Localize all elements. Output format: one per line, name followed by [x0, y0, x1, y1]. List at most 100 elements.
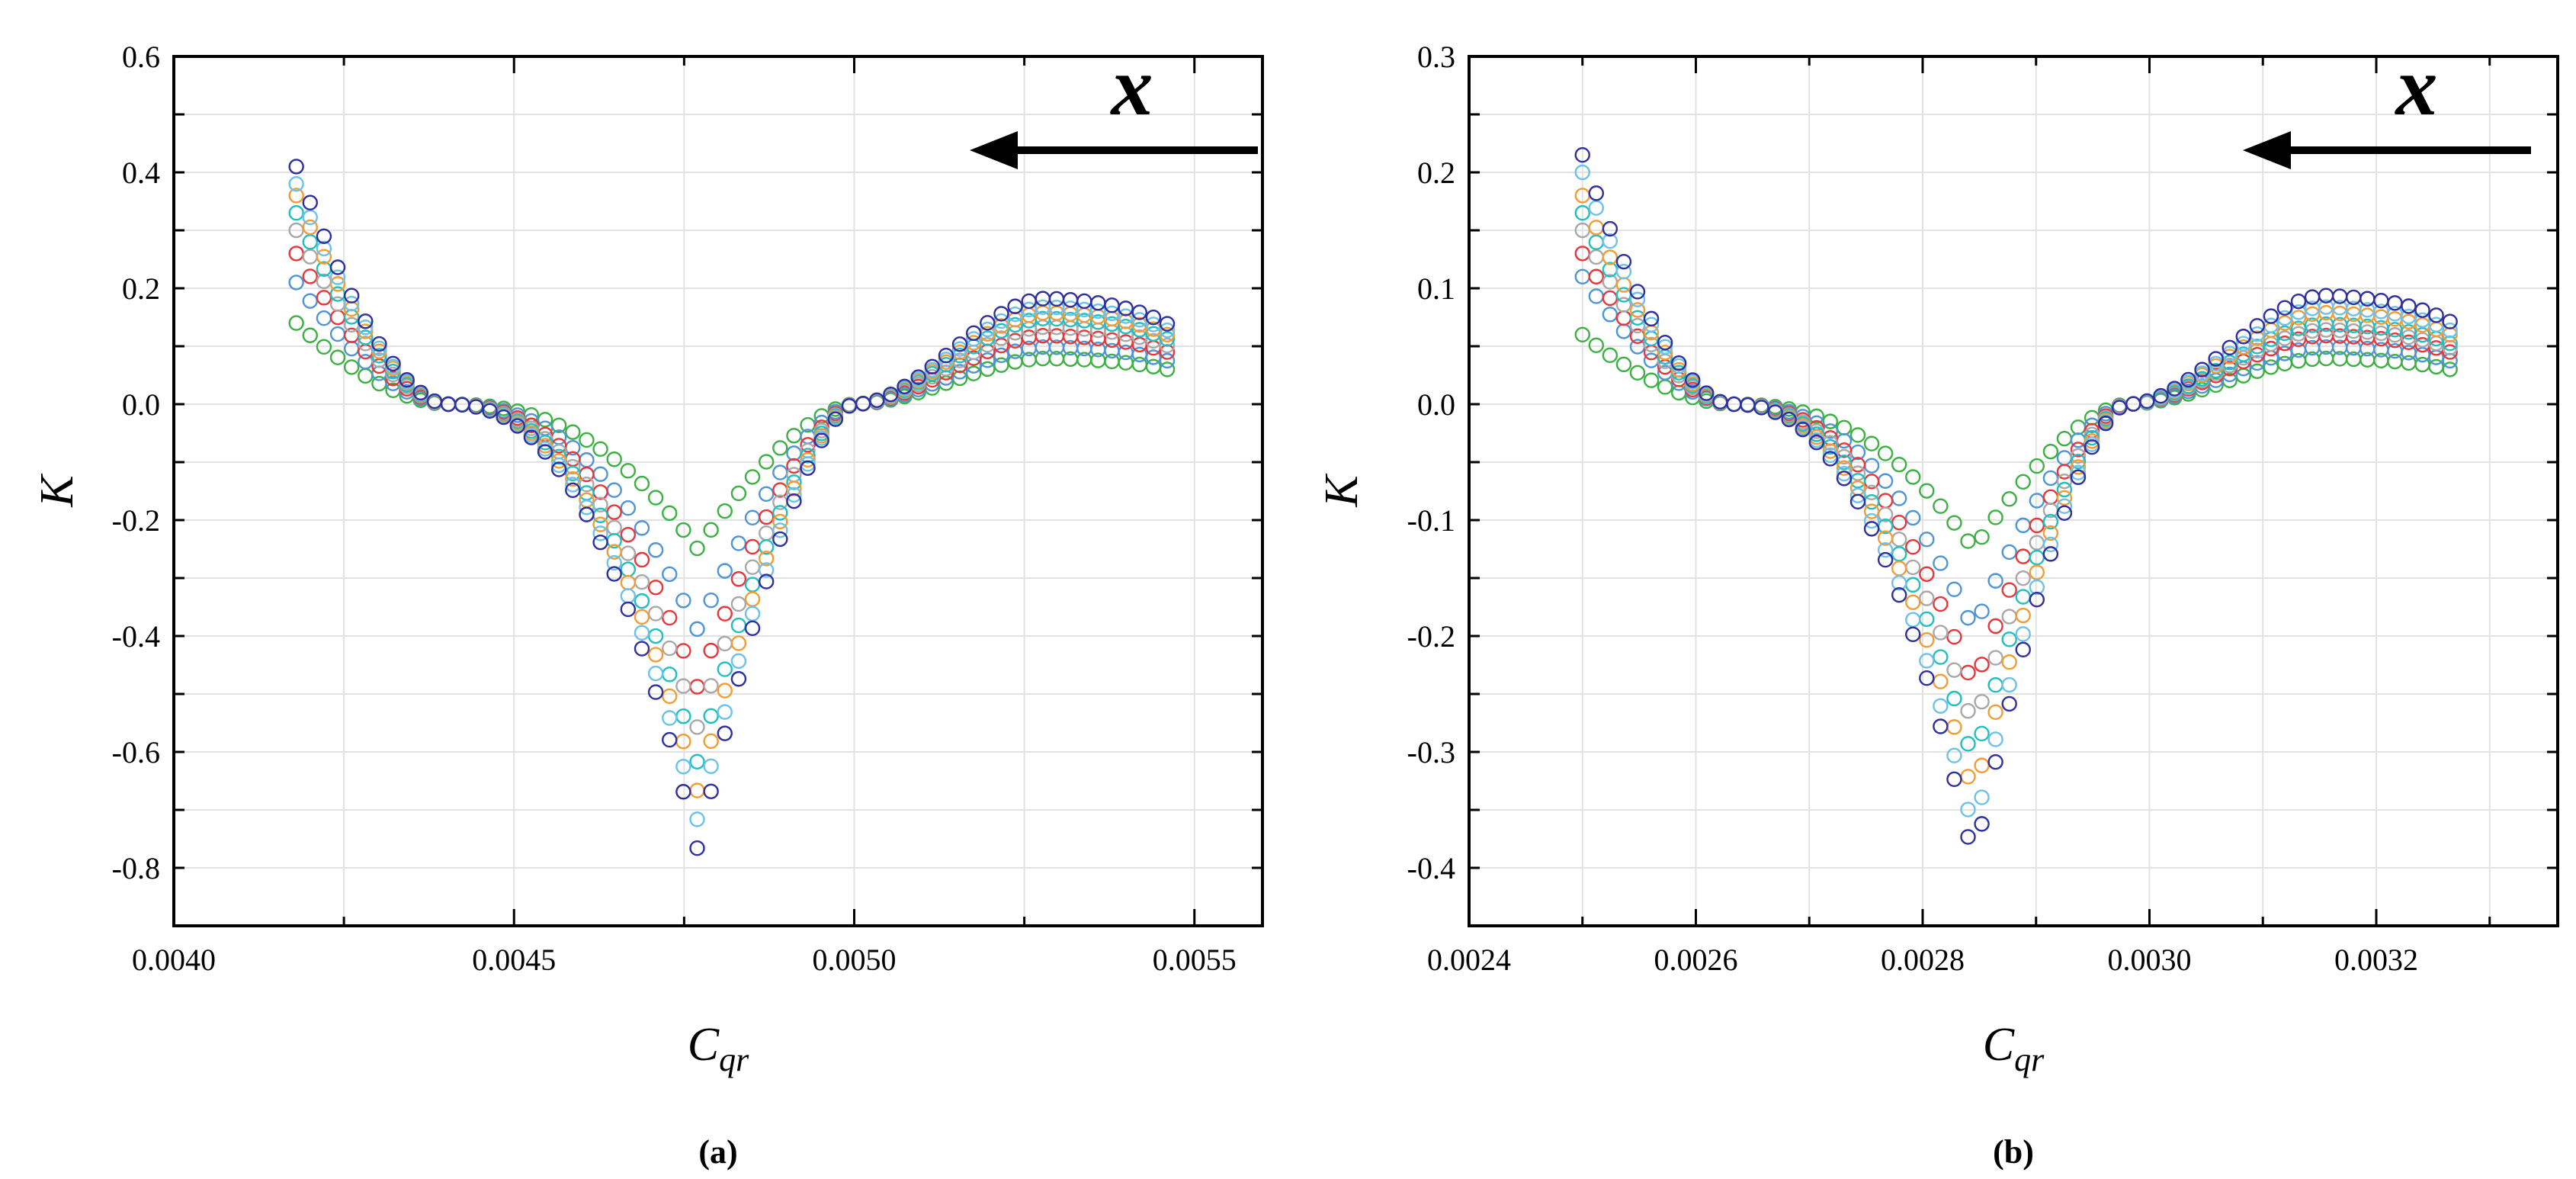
- data-point-s7: [2290, 304, 2307, 320]
- x-tick-label: 0.0045: [472, 943, 556, 977]
- data-point-s8: [1670, 355, 1687, 371]
- x-tick-label: 0.0028: [1881, 943, 1965, 977]
- data-point-s7: [1118, 308, 1134, 324]
- data-point-s7: [772, 522, 788, 538]
- data-point-s8: [2208, 351, 2224, 367]
- data-point-s2: [606, 482, 622, 498]
- data-point-s8: [910, 369, 926, 385]
- data-point-s8: [965, 325, 982, 342]
- data-point-s1: [358, 368, 374, 384]
- data-point-s8: [468, 399, 484, 415]
- data-point-s6: [703, 733, 719, 750]
- data-point-s8: [1699, 385, 1715, 401]
- data-point-s6: [717, 683, 733, 699]
- data-point-s1: [689, 540, 705, 557]
- y-tick-label: 0.0: [122, 387, 160, 422]
- y-tick-label: 0.1: [1417, 271, 1455, 306]
- data-point-s4: [1987, 650, 2003, 666]
- data-point-s1: [592, 441, 608, 458]
- data-point-s7: [1974, 789, 1990, 805]
- data-point-s7: [1574, 164, 1590, 181]
- data-point-s3: [302, 268, 318, 284]
- data-point-s6: [2070, 459, 2087, 475]
- panel-a: 0.0040 0.0045 0.0050 0.0055 -0.8-0.6-0.4-0.…: [31, 40, 1264, 1171]
- data-point-s8: [2042, 546, 2059, 562]
- data-point-s4: [1615, 297, 1632, 313]
- data-point-s8: [744, 620, 761, 637]
- data-point-s4: [1159, 337, 1176, 354]
- panel-a-ticks: [172, 55, 1262, 927]
- data-point-s8: [537, 444, 553, 460]
- data-point-s4: [1104, 324, 1120, 340]
- data-point-s8: [2153, 387, 2169, 404]
- data-point-s7: [647, 665, 664, 682]
- data-point-s2: [1602, 307, 1618, 323]
- data-point-s6: [1946, 719, 1962, 735]
- data-point-s2: [1863, 458, 1880, 474]
- data-point-s2: [316, 310, 332, 326]
- data-point-s4: [1933, 625, 1949, 641]
- data-point-s8: [675, 784, 691, 800]
- data-point-s4: [730, 596, 747, 612]
- data-point-s6: [1602, 249, 1618, 265]
- data-point-s7: [358, 320, 374, 336]
- data-point-s8: [606, 566, 622, 582]
- data-point-s2: [2001, 544, 2017, 561]
- data-point-s7: [1643, 316, 1660, 332]
- data-point-s8: [800, 460, 816, 476]
- y-tick-label: 0.3: [1417, 40, 1455, 74]
- panel-b-ticks: [1468, 55, 2558, 927]
- data-point-s8: [1657, 334, 1673, 351]
- data-point-s1: [1588, 337, 1605, 354]
- y-tick-label: -0.6: [112, 735, 160, 769]
- data-point-s8: [1849, 493, 1866, 510]
- data-point-s5: [634, 593, 650, 609]
- data-point-s4: [1588, 249, 1605, 265]
- data-point-s3: [634, 551, 650, 568]
- data-point-s1: [2015, 474, 2031, 490]
- data-point-s8: [1615, 253, 1632, 270]
- data-point-s8: [1960, 829, 1976, 845]
- data-point-s4: [1090, 322, 1106, 339]
- data-point-s5: [758, 539, 775, 555]
- data-point-s1: [302, 327, 318, 343]
- data-point-s7: [980, 321, 996, 338]
- panel-a-direction-label: x: [1110, 40, 1153, 133]
- data-point-s8: [924, 358, 940, 374]
- data-point-s1: [620, 463, 637, 479]
- data-point-s2: [1919, 532, 1935, 548]
- data-point-s5: [2001, 631, 2017, 647]
- data-point-s2: [1946, 581, 1962, 598]
- data-point-s5: [717, 661, 733, 677]
- data-point-s8: [1035, 291, 1051, 307]
- data-point-s8: [2290, 293, 2307, 310]
- data-point-s2: [703, 592, 719, 609]
- data-point-s7: [2222, 345, 2238, 361]
- data-point-s7: [634, 625, 650, 641]
- data-point-s7: [1933, 698, 1949, 714]
- data-point-s5: [371, 348, 387, 364]
- data-point-s8: [2235, 329, 2251, 345]
- data-point-s7: [2442, 322, 2458, 339]
- data-point-s6: [288, 188, 304, 204]
- data-point-s7: [329, 269, 346, 285]
- data-point-s7: [2070, 464, 2087, 480]
- data-point-s8: [1118, 300, 1134, 316]
- data-point-s6: [316, 249, 332, 265]
- data-point-s5: [288, 205, 304, 221]
- data-point-s1: [647, 490, 664, 506]
- data-point-s7: [717, 704, 733, 720]
- data-point-s1: [2029, 458, 2045, 474]
- data-point-s2: [647, 542, 664, 558]
- data-point-s5: [1905, 577, 1921, 593]
- data-point-s8: [329, 259, 346, 275]
- data-point-s2: [993, 347, 1009, 364]
- data-point-s1: [2070, 419, 2087, 435]
- data-point-s8: [1987, 753, 2003, 770]
- data-point-s2: [1933, 555, 1949, 571]
- data-point-s6: [565, 471, 581, 487]
- data-point-s7: [1849, 487, 1866, 503]
- data-point-s7: [579, 500, 595, 516]
- data-point-s6: [786, 480, 802, 496]
- data-point-s2: [329, 326, 346, 342]
